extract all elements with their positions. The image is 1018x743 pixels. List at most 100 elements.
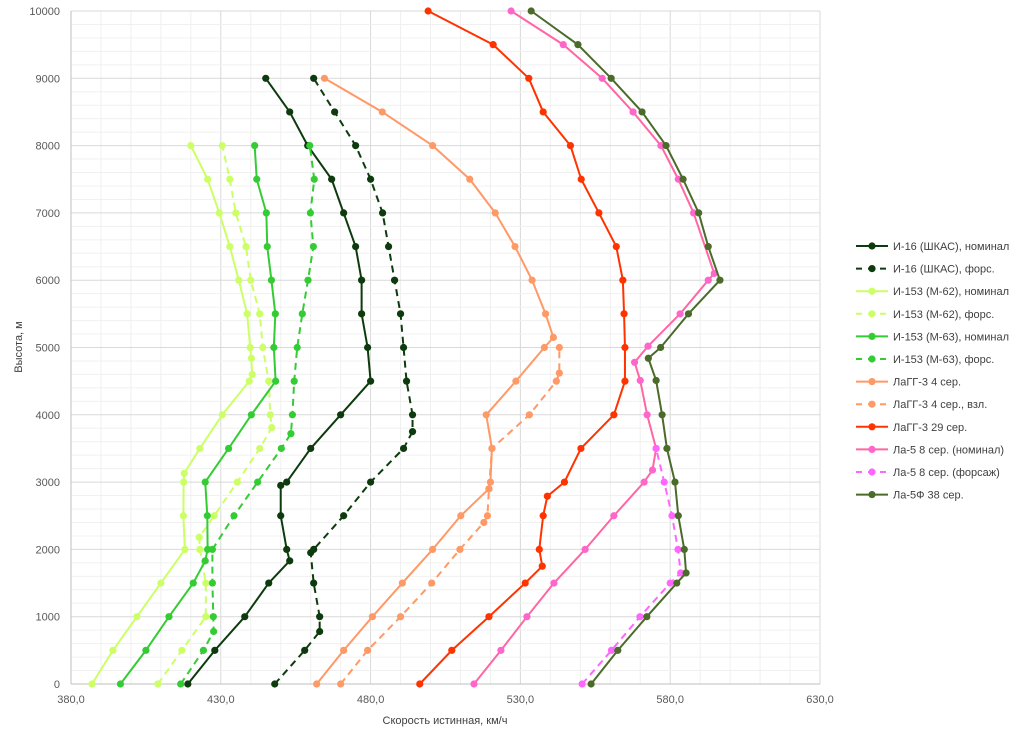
data-point (306, 209, 314, 217)
data-point (209, 613, 217, 621)
legend-item: ЛаГГ-3 29 сер. (856, 422, 967, 434)
data-point (512, 377, 520, 385)
data-point (539, 108, 547, 116)
data-point (218, 411, 226, 419)
series-line (119, 145, 277, 685)
x-tick-label: 430,0 (207, 694, 235, 706)
legend-swatch-marker (868, 445, 876, 453)
series-2 (88, 142, 256, 688)
data-point (652, 376, 660, 385)
x-tick-label: 630,0 (806, 694, 834, 706)
data-point (201, 557, 209, 565)
data-point (271, 680, 279, 688)
data-point (157, 579, 165, 587)
legend-swatch-marker (868, 242, 876, 250)
data-point (195, 533, 203, 541)
data-point (271, 310, 279, 318)
data-point (277, 444, 285, 453)
legend-item: Ла-5Ф 38 сер. (856, 490, 964, 502)
data-point (233, 478, 241, 486)
grid (70, 10, 821, 685)
y-tick-label: 7000 (36, 208, 60, 220)
data-point (283, 545, 291, 554)
y-tick-label: 2000 (36, 544, 60, 556)
data-point (470, 680, 478, 688)
data-point (251, 142, 259, 150)
data-point (643, 411, 651, 419)
data-point (364, 343, 372, 352)
data-point (367, 175, 375, 183)
data-point (201, 478, 209, 486)
data-point (235, 276, 243, 284)
data-point (658, 411, 666, 419)
y-tick-label: 0 (54, 679, 60, 691)
series-5 (177, 142, 318, 688)
data-point (286, 108, 294, 116)
data-point (109, 646, 117, 654)
data-point (550, 579, 558, 587)
data-point (202, 579, 210, 587)
y-tick-label: 4000 (36, 410, 60, 422)
data-point (673, 579, 681, 587)
data-point (184, 680, 192, 688)
data-point (671, 478, 679, 486)
data-point (286, 557, 294, 565)
data-point (316, 627, 324, 636)
data-point (203, 512, 211, 520)
data-point (242, 242, 250, 251)
data-point (577, 444, 585, 453)
data-point (610, 411, 618, 419)
data-point (304, 276, 312, 284)
data-point (208, 545, 217, 554)
data-point (448, 646, 456, 654)
data-point (202, 613, 210, 621)
data-point (541, 310, 550, 318)
data-point (358, 310, 366, 318)
data-point (636, 376, 644, 385)
data-point (230, 512, 238, 520)
legend-label: Ла-5 8 сер. (форсаж) (893, 467, 1000, 479)
data-point (364, 646, 372, 654)
series-0 (184, 74, 375, 688)
legend-item: И-153 (М-63), номинал (856, 331, 1009, 343)
data-point (310, 74, 318, 82)
data-point (287, 430, 295, 438)
legend-item: ЛаГГ-3 4 сер. (856, 377, 961, 389)
data-point (243, 310, 251, 318)
data-point (621, 343, 629, 352)
series-line (339, 347, 561, 685)
data-point (716, 276, 724, 284)
data-point (211, 646, 219, 654)
data-point (210, 627, 218, 636)
legend-label: Ла-5 8 сер. (номинал) (893, 444, 1004, 456)
data-point (566, 142, 575, 150)
legend-label: ЛаГГ-3 29 сер. (893, 422, 967, 434)
data-point (457, 512, 465, 520)
data-point (657, 142, 665, 150)
data-point (178, 646, 186, 654)
data-point (309, 242, 317, 251)
data-point (331, 108, 339, 116)
y-tick-labels: 0 1000 2000 3000 4000 5000 6000 7000 8000 9000 100… (29, 6, 60, 691)
data-point (307, 444, 315, 453)
legend-item: И-16 (ШКАС), форс. (856, 264, 995, 276)
data-point (241, 613, 249, 621)
series-line (273, 77, 414, 685)
data-point (629, 108, 637, 116)
data-point (180, 469, 188, 477)
data-point (267, 276, 276, 284)
legend-item: И-153 (М-62), номинал (856, 286, 1009, 298)
data-point (644, 354, 652, 362)
data-point (577, 175, 585, 183)
data-point (662, 142, 670, 150)
legend-swatch-marker (868, 378, 876, 386)
data-point (298, 310, 306, 318)
data-point (488, 444, 496, 453)
series-11 (527, 7, 724, 688)
data-point (682, 569, 690, 577)
data-point (674, 545, 682, 554)
x-tick-label: 480,0 (357, 694, 385, 706)
series-3 (154, 142, 276, 688)
data-point (293, 343, 301, 352)
data-point (525, 74, 533, 82)
